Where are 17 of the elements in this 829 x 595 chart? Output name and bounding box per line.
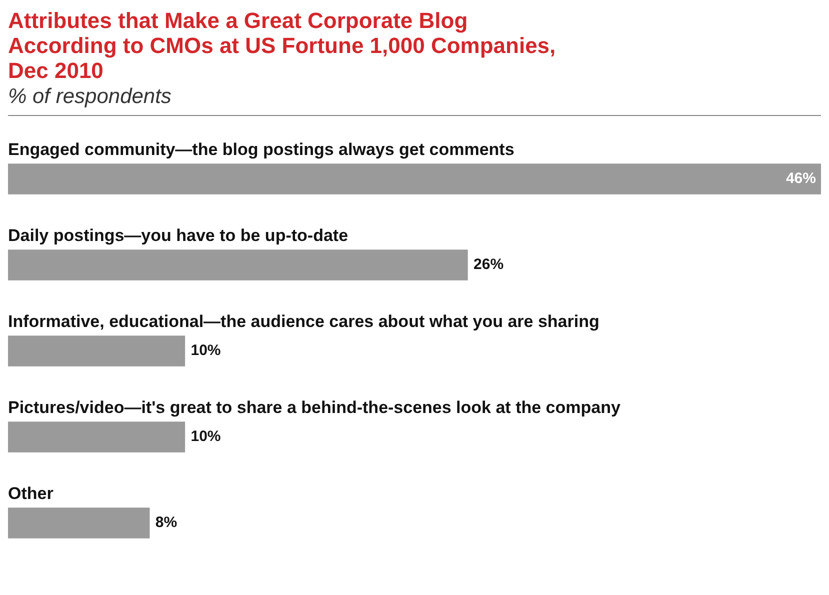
y-tick-label: Pictures/video—it's great to share a behind-the-scenes look at the company [8, 398, 621, 418]
data-label: 10% [190, 428, 221, 446]
bar [8, 422, 186, 452]
bar [8, 250, 468, 280]
bar [8, 164, 821, 194]
y-tick-label: Other [8, 484, 54, 504]
y-tick-label: Daily postings—you have to be up-to-date [8, 226, 348, 246]
bar [8, 508, 150, 538]
y-tick-label: Informative, educational—the audience cares about what you are sharing [8, 312, 600, 332]
data-label: 26% [474, 256, 504, 274]
bar [8, 336, 186, 366]
data-label: 8% [155, 514, 178, 532]
data-label: 46% [786, 170, 816, 188]
chart-title: Attributes that Make a Great Corporate Blog According to CMOs at US Fortune 1,000 Companies, Dec 2010 [8, 8, 557, 83]
chart-subtitle: % of respondents [8, 85, 821, 116]
y-tick-label: Engaged community—the blog postings always get comments [8, 140, 514, 160]
data-label: 10% [190, 342, 221, 360]
